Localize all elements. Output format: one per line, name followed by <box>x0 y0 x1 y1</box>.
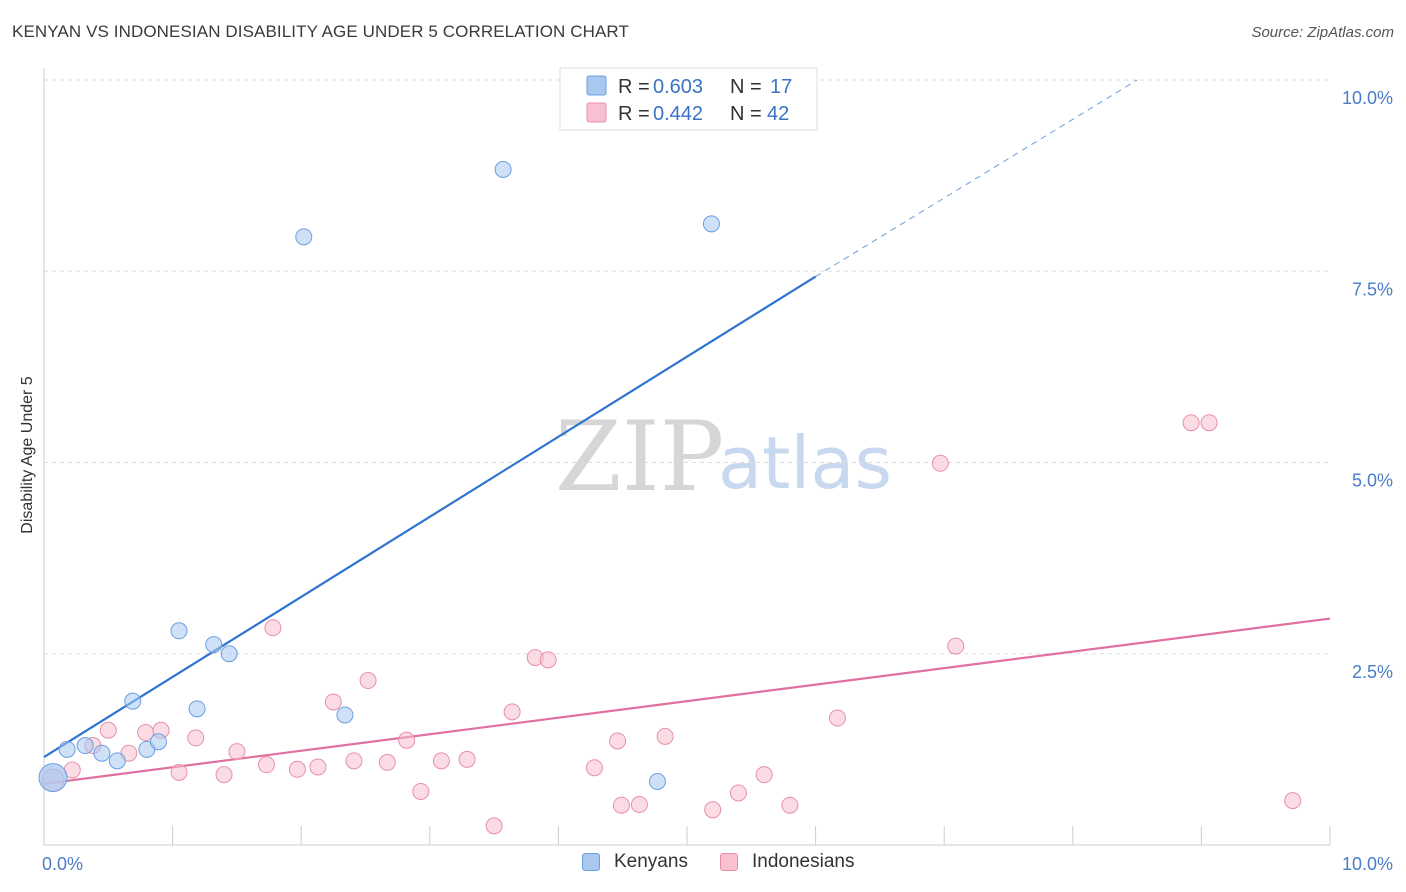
chart-title: KENYAN VS INDONESIAN DISABILITY AGE UNDE… <box>12 22 629 41</box>
indonesians-point <box>630 795 648 813</box>
kenyans-point <box>58 740 76 758</box>
legend-r-value-indonesians: 0.442 <box>653 103 703 125</box>
kenyans-point <box>108 752 126 770</box>
kenyans-point <box>295 228 313 246</box>
source-credit: Source: ZipAtlas.com <box>1251 24 1394 41</box>
indonesians-point <box>398 731 416 749</box>
kenyans-point <box>220 645 238 663</box>
indonesians-point <box>458 750 476 768</box>
indonesians-point <box>215 766 233 784</box>
kenyans-point <box>648 773 666 791</box>
legend-r-label-kenyans: R = <box>618 76 650 98</box>
indonesians-point <box>1284 792 1302 810</box>
legend-r-value-kenyans: 0.603 <box>653 76 703 98</box>
indonesians-label: Indonesians <box>752 851 855 872</box>
indonesians-point <box>828 709 846 727</box>
x-tick-label-max: 10.0% <box>1342 854 1393 874</box>
bottom-legend-indonesians[interactable]: Indonesians <box>720 851 854 873</box>
legend-n-value-indonesians: 42 <box>767 103 789 125</box>
legend-r-label-indonesians: R = <box>618 103 650 125</box>
legend-box: R = 0.603 N = 17 R = 0.442 N = 42 <box>559 67 818 131</box>
indonesians-point <box>99 721 117 739</box>
kenyans-point <box>702 215 720 233</box>
bottom-legend-kenyans[interactable]: Kenyans <box>582 851 688 873</box>
legend-swatch-kenyans <box>586 75 607 96</box>
indonesians-point <box>503 703 521 721</box>
y-tick-label: 2.5% <box>1352 662 1393 682</box>
indonesians-point <box>729 784 747 802</box>
indonesians-point <box>309 758 327 776</box>
legend-swatch-indonesians <box>586 102 607 123</box>
indonesians-point <box>704 801 722 819</box>
indonesians-point <box>187 729 205 747</box>
kenyans-point <box>494 161 512 179</box>
indonesians-point <box>324 693 342 711</box>
y-tick-label: 7.5% <box>1352 279 1393 299</box>
kenyans-point <box>149 733 167 751</box>
legend-n-label-indonesians: N = <box>730 103 762 125</box>
indonesians-point <box>345 752 363 770</box>
kenyans-point <box>205 636 223 654</box>
bottom-legend: Kenyans Indonesians <box>0 851 1406 879</box>
kenyans-point <box>93 744 111 762</box>
kenyans-swatch <box>582 853 600 871</box>
y-tick-label: 10.0% <box>1342 88 1393 108</box>
indonesians-point <box>612 796 630 814</box>
x-tick-label-min: 0.0% <box>42 854 83 874</box>
y-tick-label: 5.0% <box>1352 471 1393 491</box>
indonesians-point <box>264 619 282 637</box>
indonesians-point <box>485 817 503 835</box>
indonesians-point <box>432 752 450 770</box>
indonesians-point <box>228 743 246 761</box>
indonesians-swatch <box>720 853 738 871</box>
indonesians-point <box>656 727 674 745</box>
indonesians-point <box>412 782 430 800</box>
kenyans-label: Kenyans <box>614 851 688 872</box>
kenyans-trend-extension <box>815 79 1138 278</box>
indonesians-point <box>781 796 799 814</box>
indonesians-point <box>1182 414 1200 432</box>
indonesians-point <box>170 763 188 781</box>
indonesians-point <box>585 759 603 777</box>
indonesians-point <box>755 766 773 784</box>
indonesians-point <box>359 672 377 690</box>
indonesians-point <box>947 637 965 655</box>
kenyans-point <box>336 706 354 724</box>
legend-n-label-kenyans: N = <box>730 76 762 98</box>
legend-n-value-kenyans: 17 <box>770 76 792 98</box>
indonesians-point <box>1200 414 1218 432</box>
kenyans-trend-line <box>43 275 817 758</box>
indonesians-point <box>378 753 396 771</box>
watermark-zip: ZIP <box>555 401 724 513</box>
indonesians-point <box>609 732 627 750</box>
indonesians-point <box>257 756 275 774</box>
kenyans-point <box>170 622 188 640</box>
indonesians-point <box>539 651 557 669</box>
indonesians-point <box>931 454 949 472</box>
kenyans-point <box>188 700 206 718</box>
kenyans-point <box>38 763 68 793</box>
indonesians-point <box>288 760 306 778</box>
kenyans-point <box>124 692 142 710</box>
indonesians-trend-line <box>43 617 1331 785</box>
kenyans-point <box>76 737 94 755</box>
